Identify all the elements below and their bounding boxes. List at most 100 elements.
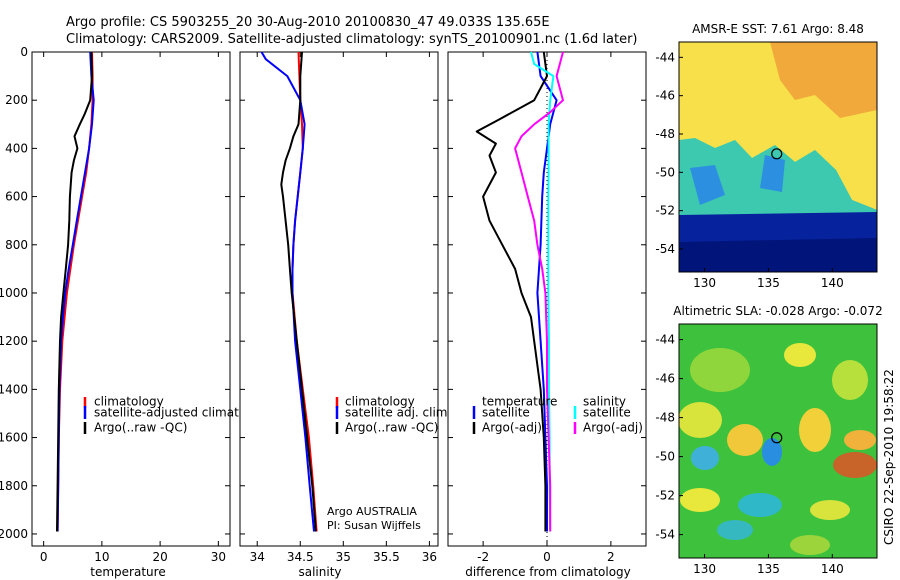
sst-argo-location-marker	[771, 148, 783, 160]
sla-blob	[717, 520, 753, 540]
x-tick-label: 34.5	[287, 550, 314, 564]
legend-label-satellite-adj: satellite adj. clim.	[345, 406, 451, 420]
sla-blob	[810, 500, 850, 520]
sla-blob	[832, 360, 868, 400]
salinity-xlabel: salinity	[298, 565, 341, 579]
sla-blob	[784, 343, 816, 367]
temperature-panel: 0 10 20 30 0 200 400 600 800 1000 1200 1400 1600 1800…	[0, 45, 272, 579]
title-line-2: Climatology: CARS2009. Satellite-adjuste…	[66, 32, 638, 47]
sst-map-title: AMSR-E SST: 7.61 Argo: 8.48	[692, 22, 864, 36]
x-tick-label: 35	[336, 550, 351, 564]
map-y-tick-label: -50	[655, 450, 675, 464]
sla-blob	[799, 408, 831, 452]
map-y-tick-label: -54	[655, 242, 675, 256]
y-tick-label: 1600	[0, 431, 28, 445]
sla-map-frame	[678, 323, 878, 559]
legend-label-climatology: climatology	[94, 395, 164, 409]
x-tick-label: 0	[40, 550, 48, 564]
series-line-magenta	[514, 51, 564, 532]
temperature-series	[56, 51, 95, 532]
difference-series	[475, 51, 564, 532]
legend-label-temp-satellite: satellite	[482, 406, 530, 420]
map-y-tick-label: -50	[655, 165, 675, 179]
legend-label-temp-argo: Argo(-adj)	[482, 421, 542, 435]
side-credit: CSIRO 22-Sep-2010 19:58:22	[882, 369, 896, 545]
temperature-xlabel: temperature	[90, 565, 165, 579]
x-tick-label: 35.5	[373, 550, 400, 564]
x-tick-label: -2	[477, 550, 489, 564]
y-tick-label: 1000	[0, 286, 28, 300]
sst-warmest-water	[770, 42, 877, 118]
map-y-tick-label: -46	[655, 372, 675, 386]
y-tick-label: 1400	[0, 382, 28, 396]
map-y-tick-label: -46	[655, 89, 675, 103]
series-line-cyan	[530, 51, 555, 532]
map-y-tick-label: -44	[655, 50, 675, 64]
difference-panel: -2 0 2 difference from climatology tempera…	[447, 51, 647, 579]
map-x-tick-label: 140	[821, 562, 844, 576]
temperature-legend: climatology satellite-adjusted climatolo…	[83, 395, 272, 435]
legend-label-climatology: climatology	[345, 395, 415, 409]
sla-blob	[790, 535, 830, 555]
sla-blob	[762, 438, 782, 466]
legend-title-salinity: salinity	[583, 395, 626, 409]
temperature-axes-frame	[31, 51, 231, 547]
map-y-tick-label: -44	[655, 333, 675, 347]
difference-xlabel: difference from climatology	[465, 565, 631, 579]
salinity-series	[260, 51, 318, 532]
sst-map-frame	[678, 41, 878, 273]
sla-map-title: Altimetric SLA: -0.028 Argo: -0.072	[673, 304, 882, 318]
sst-map-field	[679, 42, 877, 272]
title-line-1: Argo profile: CS 5903255_20 30-Aug-2010 …	[66, 15, 550, 30]
legend-label-argo: Argo(..raw -QC)	[345, 421, 438, 435]
sla-map-ticks: 130 135 140 -44 -46 -48 -50 -52 -54	[655, 333, 843, 576]
map-y-tick-label: -52	[655, 204, 675, 218]
sla-blob	[680, 488, 720, 512]
salinity-annotation-line-1: Argo AUSTRALIA	[327, 505, 417, 518]
salinity-panel: 34 34.5 35 35.5 36 salinity climatology sate…	[239, 51, 451, 579]
temperature-ticks: 0 10 20 30 0 200 400 600 800 1000 1200 1400 1600 1800…	[0, 45, 230, 564]
y-tick-label: 1800	[0, 479, 28, 493]
salinity-annotation-line-2: PI: Susan Wijffels	[327, 519, 421, 532]
sst-cold-eddy-center	[760, 155, 785, 192]
y-tick-label: 0	[20, 45, 28, 59]
sla-blob	[690, 348, 750, 392]
series-line-black	[475, 51, 548, 532]
sst-map-panel: AMSR-E SST: 7.61 Argo: 8.48 130 135 140 -44…	[655, 22, 878, 290]
sla-map-field	[679, 324, 877, 558]
map-x-tick-label: 130	[693, 276, 716, 290]
x-tick-label: 0	[543, 550, 551, 564]
series-line-blue	[536, 51, 558, 532]
sst-map-ticks: 130 135 140 -44 -46 -48 -50 -52 -54	[655, 50, 843, 290]
legend-label-sal-argo: Argo(-adj)	[583, 421, 643, 435]
series-line-black	[56, 51, 93, 532]
legend-label-argo: Argo(..raw -QC)	[94, 421, 187, 435]
sla-blob	[844, 430, 876, 450]
map-y-tick-label: -52	[655, 489, 675, 503]
x-tick-label: 2	[607, 550, 615, 564]
map-y-tick-label: -54	[655, 528, 675, 542]
sst-cold-eddy-west	[690, 165, 725, 205]
sla-blob	[679, 402, 722, 438]
sla-blob	[833, 452, 877, 478]
y-tick-label: 1200	[0, 334, 28, 348]
map-x-tick-label: 130	[693, 562, 716, 576]
series-line-blue	[260, 51, 315, 532]
map-x-tick-label: 135	[757, 562, 780, 576]
x-tick-label: 30	[211, 550, 226, 564]
x-tick-label: 20	[152, 550, 167, 564]
map-x-tick-label: 140	[821, 276, 844, 290]
map-x-tick-label: 135	[757, 276, 780, 290]
y-tick-label: 400	[5, 141, 28, 155]
y-tick-label: 200	[5, 93, 28, 107]
legend-label-satellite-adjusted: satellite-adjusted climatology	[94, 406, 272, 420]
legend-label-sal-satellite: satellite	[583, 406, 631, 420]
sla-map-panel: Altimetric SLA: -0.028 Argo: -0.072 130 1…	[655, 304, 882, 576]
sla-blob	[727, 424, 763, 456]
salinity-axes-frame	[239, 51, 439, 547]
series-line-black	[280, 51, 317, 532]
x-tick-label: 34	[250, 550, 265, 564]
x-tick-label: 36	[422, 550, 437, 564]
sla-argo-location-marker	[771, 432, 783, 444]
